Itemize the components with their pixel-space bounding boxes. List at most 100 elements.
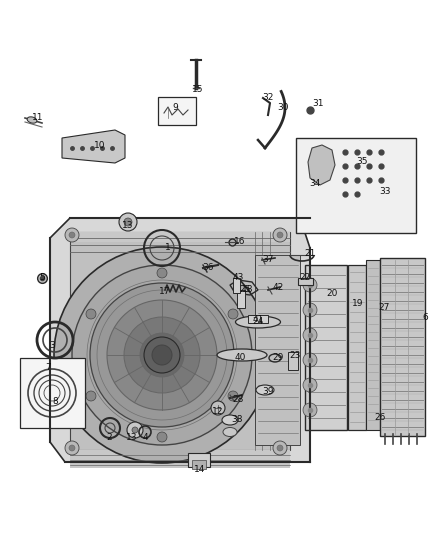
Ellipse shape <box>27 117 37 123</box>
Ellipse shape <box>223 427 237 437</box>
Circle shape <box>65 441 79 455</box>
Text: 41: 41 <box>252 316 264 325</box>
Text: 36: 36 <box>202 263 214 272</box>
Circle shape <box>54 247 270 463</box>
Text: 33: 33 <box>379 188 391 197</box>
Text: 42: 42 <box>272 284 284 293</box>
Text: 19: 19 <box>352 298 364 308</box>
Text: 7: 7 <box>45 364 51 373</box>
Bar <box>288 352 298 370</box>
Text: 5: 5 <box>39 273 45 282</box>
Circle shape <box>303 403 317 417</box>
Text: 25: 25 <box>239 286 251 295</box>
Text: 37: 37 <box>262 255 274 264</box>
Circle shape <box>303 278 317 292</box>
Bar <box>380 258 425 436</box>
Polygon shape <box>70 450 290 468</box>
Text: 8: 8 <box>52 398 58 407</box>
Text: 28: 28 <box>232 395 244 405</box>
Polygon shape <box>62 130 125 163</box>
Polygon shape <box>70 232 290 242</box>
Text: 3: 3 <box>49 341 55 350</box>
Bar <box>348 265 366 430</box>
Text: 23: 23 <box>290 351 301 359</box>
Circle shape <box>119 213 137 231</box>
Bar <box>366 260 380 430</box>
Text: 30: 30 <box>277 103 289 112</box>
Polygon shape <box>50 218 310 462</box>
Bar <box>248 315 268 323</box>
Text: 10: 10 <box>94 141 106 149</box>
Circle shape <box>90 283 234 427</box>
Circle shape <box>132 427 138 433</box>
Text: 21: 21 <box>304 248 316 257</box>
Text: 2: 2 <box>106 433 112 442</box>
Circle shape <box>273 441 287 455</box>
Circle shape <box>277 232 283 238</box>
Ellipse shape <box>236 316 280 328</box>
Text: 18: 18 <box>242 286 254 295</box>
Text: 40: 40 <box>234 353 246 362</box>
Text: 32: 32 <box>262 93 274 102</box>
Bar <box>298 278 313 285</box>
Bar <box>237 290 245 308</box>
Text: 13: 13 <box>122 221 134 230</box>
Circle shape <box>69 445 75 451</box>
Circle shape <box>303 303 317 317</box>
Text: 15: 15 <box>192 85 204 94</box>
Bar <box>158 97 196 125</box>
Text: 12: 12 <box>212 408 224 416</box>
Circle shape <box>211 401 225 415</box>
Text: 31: 31 <box>312 99 324 108</box>
Text: 14: 14 <box>194 465 206 474</box>
Text: 22: 22 <box>300 273 311 282</box>
Circle shape <box>69 232 75 238</box>
Text: 1: 1 <box>165 244 171 253</box>
Text: 17: 17 <box>159 287 171 296</box>
Circle shape <box>303 378 317 392</box>
Circle shape <box>303 328 317 342</box>
Bar <box>188 453 210 467</box>
Text: 35: 35 <box>356 157 368 166</box>
Text: 9: 9 <box>172 103 178 112</box>
Circle shape <box>277 445 283 451</box>
Text: 34: 34 <box>309 179 321 188</box>
Bar <box>255 255 300 445</box>
Text: 20: 20 <box>326 288 338 297</box>
Bar <box>192 460 206 469</box>
Circle shape <box>65 228 79 242</box>
Bar <box>20 358 85 428</box>
Circle shape <box>157 432 167 442</box>
Ellipse shape <box>217 349 267 361</box>
Bar <box>296 138 416 233</box>
Ellipse shape <box>256 385 274 395</box>
Circle shape <box>124 218 132 226</box>
Polygon shape <box>70 232 290 450</box>
Circle shape <box>107 300 217 410</box>
Text: 6: 6 <box>422 313 428 322</box>
Circle shape <box>127 422 143 438</box>
Circle shape <box>152 345 172 365</box>
Circle shape <box>72 265 252 445</box>
Bar <box>233 278 240 293</box>
Text: 24: 24 <box>252 318 264 327</box>
Circle shape <box>228 309 238 319</box>
Text: 29: 29 <box>272 353 284 362</box>
Text: 16: 16 <box>234 238 246 246</box>
Circle shape <box>86 309 96 319</box>
Circle shape <box>303 353 317 367</box>
Text: 13: 13 <box>126 433 138 442</box>
Text: 26: 26 <box>374 413 386 422</box>
Text: 38: 38 <box>231 416 243 424</box>
Text: 43: 43 <box>232 273 244 282</box>
Ellipse shape <box>222 415 238 425</box>
Circle shape <box>157 268 167 278</box>
Circle shape <box>86 391 96 401</box>
Circle shape <box>273 228 287 242</box>
Bar <box>305 265 347 430</box>
Circle shape <box>124 317 200 393</box>
Text: 11: 11 <box>32 114 44 123</box>
Text: 39: 39 <box>262 387 274 397</box>
Circle shape <box>140 333 184 377</box>
Circle shape <box>144 337 180 373</box>
